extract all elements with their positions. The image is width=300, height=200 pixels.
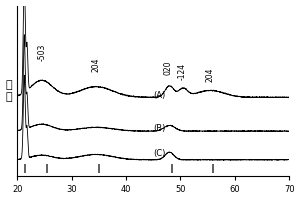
Text: 204: 204 <box>206 68 215 82</box>
Text: 020: 020 <box>164 60 173 75</box>
Y-axis label: 强
度: 强 度 <box>6 80 12 102</box>
Text: -124: -124 <box>178 63 187 80</box>
Text: (A): (A) <box>153 91 165 100</box>
Text: (B): (B) <box>153 124 166 133</box>
Text: (C): (C) <box>153 149 166 158</box>
Text: 204: 204 <box>92 58 100 72</box>
Text: -503: -503 <box>37 43 46 61</box>
